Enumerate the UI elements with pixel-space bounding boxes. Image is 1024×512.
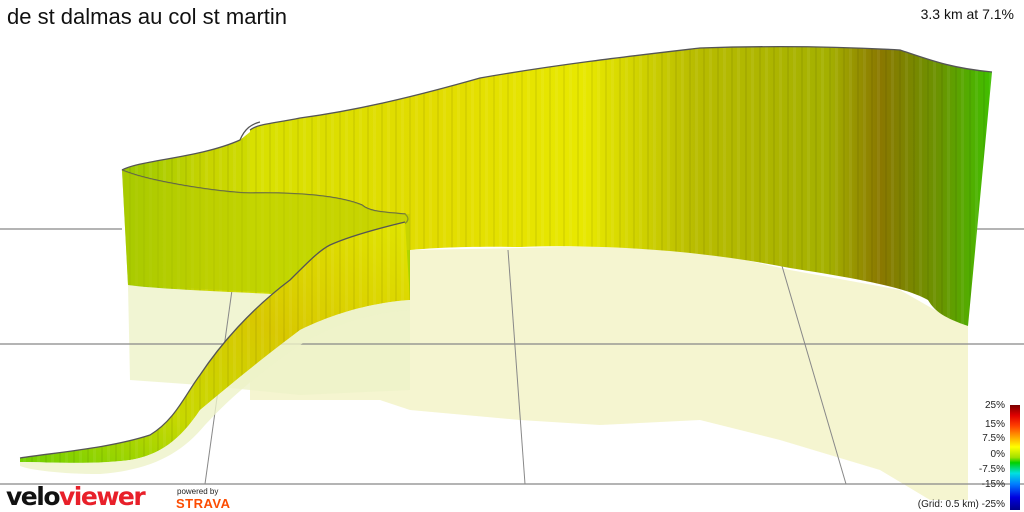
front-climb-stripes bbox=[20, 222, 410, 463]
legend-label-15: 15% bbox=[984, 419, 1005, 430]
logo-viewer: viewer bbox=[59, 482, 146, 511]
grid-line bbox=[507, 249, 526, 485]
strava-logo[interactable]: STRAVA bbox=[176, 496, 231, 511]
veloviewer-logo[interactable]: veloviewer bbox=[6, 482, 146, 511]
powered-by-label: powered by bbox=[177, 487, 219, 496]
legend-label-7-5: 7.5% bbox=[982, 433, 1005, 444]
grid-line bbox=[781, 265, 847, 485]
legend-label-neg-25: -25% bbox=[981, 499, 1005, 510]
left-loop-upper-edge bbox=[121, 121, 261, 171]
legend-label-neg-7-5: -7.5% bbox=[978, 464, 1005, 475]
back-wall-reflection bbox=[250, 130, 968, 500]
legend-label-0: 0% bbox=[990, 449, 1005, 460]
back-wall-stripes bbox=[250, 46, 992, 327]
grid-note: (Grid: 0.5 km) -25% bbox=[918, 499, 1005, 510]
grid-note-text: (Grid: 0.5 km) bbox=[917, 499, 979, 510]
gradient-colorbar bbox=[1010, 405, 1020, 510]
back-wall-top-edge bbox=[249, 46, 993, 131]
legend-label-25: 25% bbox=[984, 400, 1005, 411]
route-summary: 3.3 km at 7.1% bbox=[920, 6, 1014, 22]
front-climb-top-edge bbox=[19, 221, 406, 459]
page-title: de st dalmas au col st martin bbox=[7, 4, 288, 29]
legend-label-neg-15: -15% bbox=[981, 479, 1005, 490]
gradient-legend: 25% 15% 7.5% 0% -7.5% -15% (Grid: 0.5 km… bbox=[914, 400, 1024, 512]
logo-velo: velo bbox=[6, 482, 61, 511]
